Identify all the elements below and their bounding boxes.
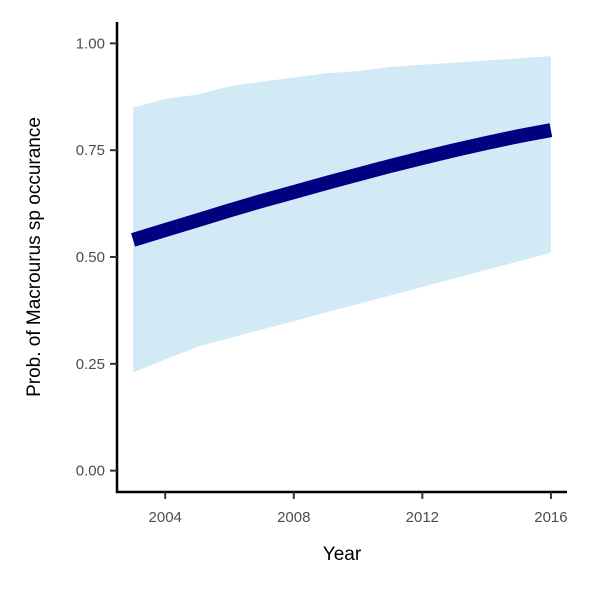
y-tick-label: 0.00 [76,463,105,480]
x-tick-label: 2016 [534,509,567,526]
x-tick-label: 2008 [277,509,310,526]
confidence-band [133,56,551,373]
x-axis-title: Year [323,544,362,565]
confidence-band-layer [133,56,551,373]
trend-line-layer [131,123,553,247]
y-ticks: 0.00 0.25 0.50 0.75 1.00 [76,35,117,480]
x-tick-label: 2004 [149,509,182,526]
x-ticks: 2004 2008 2012 2016 [149,492,568,526]
y-tick-label: 1.00 [76,35,105,52]
y-tick-label: 0.50 [76,249,105,266]
y-axis-title: Prob. of Macrourus sp occurance [24,117,45,397]
trend-line [131,123,553,247]
y-tick-label: 0.75 [76,142,105,159]
y-tick-label: 0.25 [76,356,105,373]
x-tick-label: 2012 [406,509,439,526]
